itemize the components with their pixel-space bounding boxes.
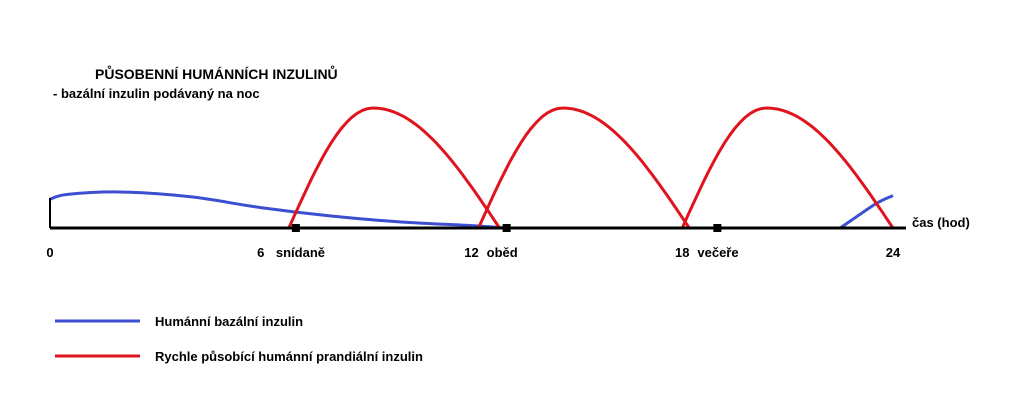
x-axis-label: čas (hod) [912,215,970,230]
prandial-insulin-arc-2 [477,106,691,229]
meal-markers: snídaně oběd večeře [276,224,739,260]
legend: Humánní bazální inzulin Rychle působící … [55,314,423,364]
x-tick-label-0: 0 [46,245,53,260]
x-tick-label-12: 12 [464,245,478,260]
chart-subtitle: - bazální inzulin podávaný na noc [53,86,260,101]
x-tick-label-24: 24 [886,245,901,260]
meal-label-2: oběd [487,245,518,260]
meal-marker-1 [291,224,300,232]
legend-label-basal: Humánní bazální inzulin [155,314,303,329]
meal-marker-3 [713,224,722,232]
legend-label-prandial: Rychle působící humánní prandiální inzul… [155,349,423,364]
chart-title: PŮSOBENNÍ HUMÁNNÍCH INZULINŮ [95,64,338,82]
meal-label-1: snídaně [276,245,325,260]
x-tick-label-6: 6 [257,245,264,260]
meal-label-3: večeře [697,245,738,260]
plot-area [49,106,895,230]
basal-insulin-curve-evening [839,194,894,230]
prandial-insulin-arc-3 [680,106,895,229]
x-ticks: 0 6 12 18 24 [46,245,901,260]
prandial-insulin-arc-1 [287,106,501,229]
meal-marker-2 [502,224,511,232]
basal-insulin-curve [49,190,507,230]
x-tick-label-18: 18 [675,245,689,260]
